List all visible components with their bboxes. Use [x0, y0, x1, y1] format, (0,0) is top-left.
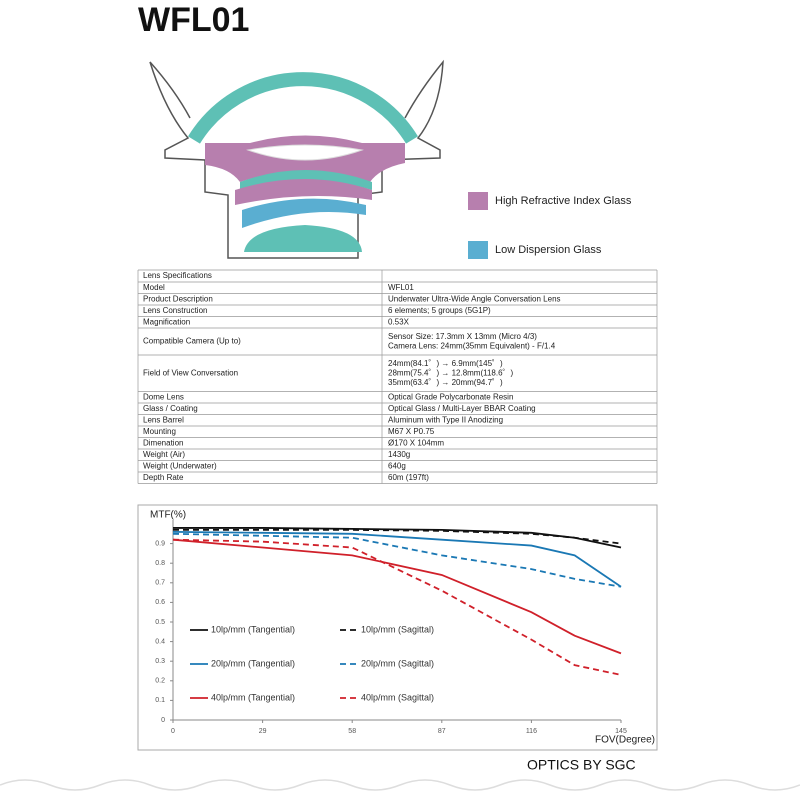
- row-label: Mounting: [143, 427, 176, 436]
- legend-label: 10lp/mm (Sagittal): [361, 624, 434, 634]
- row-value: Underwater Ultra-Wide Angle Conversation…: [388, 294, 561, 303]
- row-value: 1430g: [388, 450, 410, 459]
- y-axis-label: MTF(%): [150, 510, 186, 521]
- y-tick-label: 0.8: [155, 560, 165, 567]
- row-value: 24mm(84.1゜) → 6.9mm(145゜): [388, 359, 503, 368]
- legend-swatch: [468, 241, 488, 259]
- table-caption: Lens Specifications: [143, 271, 212, 280]
- row-value: Optical Glass / Multi-Layer BBAR Coating: [388, 404, 536, 413]
- row-label: Field of View Conversation: [143, 368, 238, 377]
- mtf-line: [172, 538, 622, 655]
- x-tick-label: 29: [259, 728, 267, 735]
- legend: High Refractive Index Glass Low Dispersio…: [468, 192, 632, 259]
- x-tick-label: 0: [171, 728, 175, 735]
- row-value: 60m (197ft): [388, 473, 429, 482]
- lens-diagram: [149, 59, 444, 259]
- mtf-chart: 0 0.1 0.2 0.3 0.4 0.5 0.6 0.7 0.8 0.9 0 29 58 87 116 14…: [150, 510, 655, 746]
- y-tick-label: 0.6: [155, 599, 165, 606]
- row-value: 640g: [388, 461, 406, 470]
- legend-label: High Refractive Index Glass: [495, 195, 632, 207]
- row-value: M67 X P0.75: [388, 427, 435, 436]
- row-value: Camera Lens: 24mm(35mm Equivalent) - F/1…: [388, 341, 556, 350]
- y-tick-label: 0.1: [155, 697, 165, 704]
- row-value: 0.53X: [388, 317, 410, 326]
- row-label: Weight (Underwater): [143, 461, 217, 470]
- row-label: Dome Lens: [143, 392, 184, 401]
- legend-label: 40lp/mm (Tangential): [211, 692, 295, 702]
- spec-table: Lens Specifications Model WFL01 Product Des…: [137, 269, 658, 484]
- legend-swatch: [468, 192, 488, 210]
- row-value: 6 elements; 5 groups (5G1P): [388, 306, 491, 315]
- row-label: Lens Barrel: [143, 415, 184, 424]
- row-label: Glass / Coating: [143, 404, 198, 413]
- row-value: 35mm(63.4゜) → 20mm(94.7゜): [388, 378, 503, 387]
- row-value: WFL01: [388, 283, 414, 292]
- row-value: Aluminum with Type II Anodizing: [388, 415, 503, 424]
- row-label: Lens Construction: [143, 306, 207, 315]
- row-value: Ø170 X 104mm: [388, 438, 444, 447]
- y-tick-label: 0.5: [155, 619, 165, 626]
- x-axis-label: FOV(Degree): [595, 735, 655, 746]
- x-tick-label: 58: [348, 728, 356, 735]
- y-tick-label: 0.3: [155, 658, 165, 665]
- title: WFL01: [138, 1, 249, 39]
- row-label: Compatible Camera (Up to): [143, 337, 241, 346]
- chart-frame: [137, 504, 658, 751]
- row-value: Optical Grade Polycarbonate Resin: [388, 392, 513, 401]
- row-value: 28mm(75.4゜) → 12.8mm(118.6゜): [388, 368, 514, 377]
- mtf-line: [172, 532, 622, 588]
- brand: OPTICS BY SGC: [527, 757, 636, 773]
- row-label: Product Description: [143, 294, 213, 303]
- mtf-line: [173, 528, 622, 545]
- wave: [0, 779, 800, 791]
- legend-label: 40lp/mm (Sagittal): [361, 692, 434, 702]
- row-label: Weight (Air): [143, 450, 185, 459]
- row-label: Model: [143, 283, 165, 292]
- legend-label: Low Dispersion Glass: [495, 244, 602, 256]
- y-tick-label: 0.4: [155, 638, 165, 645]
- y-tick-label: 0.9: [155, 540, 165, 547]
- row-label: Magnification: [143, 317, 190, 326]
- y-tick-label: 0.7: [155, 580, 165, 587]
- row-label: Dimenation: [143, 438, 183, 447]
- legend-label: 20lp/mm (Sagittal): [361, 658, 434, 668]
- x-tick-label: 145: [615, 728, 627, 735]
- row-value: Sensor Size: 17.3mm X 13mm (Micro 4/3): [388, 332, 537, 341]
- mtf-line: [172, 530, 622, 588]
- x-tick-label: 116: [526, 728, 537, 735]
- mtf-line: [172, 538, 622, 676]
- legend-label: 20lp/mm (Tangential): [211, 658, 295, 668]
- legend-label: 10lp/mm (Tangential): [211, 624, 295, 634]
- y-tick-label: 0.2: [155, 678, 165, 685]
- x-tick-label: 87: [438, 728, 446, 735]
- y-tick-label: 0: [161, 717, 165, 724]
- row-label: Depth Rate: [143, 473, 184, 482]
